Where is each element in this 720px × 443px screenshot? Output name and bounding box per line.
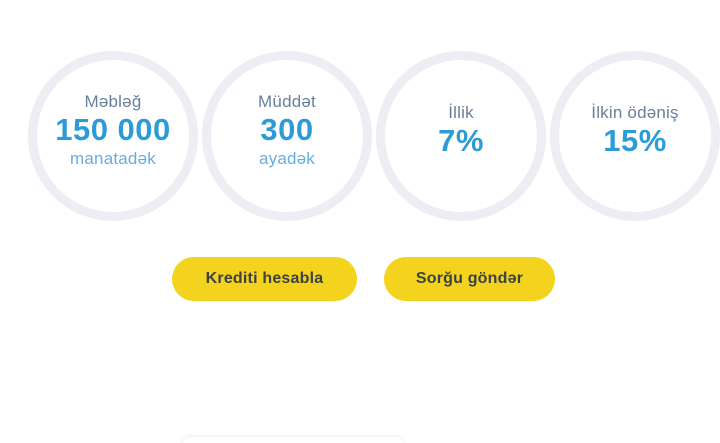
amount-label: Məbləğ — [84, 92, 142, 111]
term-label: Müddət — [258, 92, 316, 111]
stat-circle-amount-content: Məbləğ 150 000 manatadək — [55, 91, 171, 169]
annual-rate-value: 7% — [438, 122, 484, 158]
stat-circle-amount: Məbləğ 150 000 manatadək — [28, 51, 198, 221]
partial-card-top-edge — [183, 437, 403, 443]
send-request-button[interactable]: Sorğu göndər — [384, 257, 555, 301]
stat-circle-term: Müddət 300 ayadək — [202, 51, 372, 221]
initial-payment-label: İlkin ödəniş — [591, 102, 679, 122]
stat-circle-initial-payment: İlkin ödəniş 15% — [550, 51, 720, 221]
calculate-credit-button[interactable]: Krediti hesabla — [172, 257, 357, 301]
stat-circle-initial-payment-content: İlkin ödəniş 15% — [591, 102, 678, 159]
initial-payment-value: 15% — [603, 122, 667, 158]
term-value: 300 — [260, 112, 314, 147]
amount-unit-label: manatadək — [70, 149, 156, 168]
term-unit-label: ayadək — [258, 149, 316, 168]
annual-rate-label: İllik — [448, 102, 474, 122]
stat-circle-annual-rate: İllik 7% — [376, 51, 546, 221]
stat-circle-term-content: Müddət 300 ayadək — [258, 91, 316, 169]
stat-circle-annual-rate-content: İllik 7% — [438, 102, 484, 159]
amount-value: 150 000 — [55, 112, 171, 147]
